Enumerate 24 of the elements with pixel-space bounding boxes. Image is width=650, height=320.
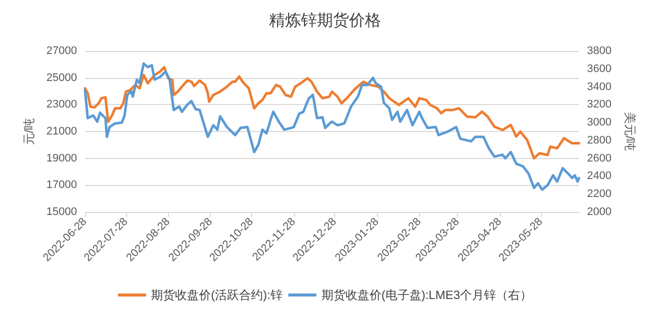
- y-tick-label: 17000: [46, 179, 77, 192]
- y2-tick-label: 3800: [587, 45, 612, 57]
- y2-tick-label: 2400: [587, 170, 612, 182]
- line-series: [84, 66, 580, 160]
- y-tick-label: 25000: [46, 72, 77, 84]
- y2-tick-label: 2600: [587, 152, 612, 164]
- y2-tick-label: 2800: [587, 134, 612, 146]
- line-series: [84, 62, 580, 191]
- legend-label: 期货收盘价(电子盘):LME3个月锌（右）: [321, 288, 532, 302]
- y2-tick-label: 3600: [587, 62, 612, 75]
- y2-axis-title: 美元/吨: [623, 112, 637, 152]
- y2-tick-label: 3400: [587, 80, 612, 93]
- y-tick-label: 19000: [46, 152, 77, 164]
- y-tick-label: 23000: [46, 98, 77, 111]
- y2-tick-label: 2000: [587, 206, 612, 218]
- legend-label: 期货收盘价(活跃合约):锌: [151, 288, 282, 302]
- y-tick-label: 15000: [46, 206, 77, 218]
- y2-tick-label: 2200: [587, 188, 612, 200]
- y-tick-label: 21000: [46, 126, 77, 138]
- chart-title: 精炼锌期货价格: [269, 12, 381, 30]
- y2-tick-label: 3000: [587, 116, 612, 129]
- y-axis-title: 元/吨: [22, 118, 36, 146]
- y-tick-label: 27000: [46, 45, 77, 57]
- y2-tick-label: 3200: [587, 98, 612, 111]
